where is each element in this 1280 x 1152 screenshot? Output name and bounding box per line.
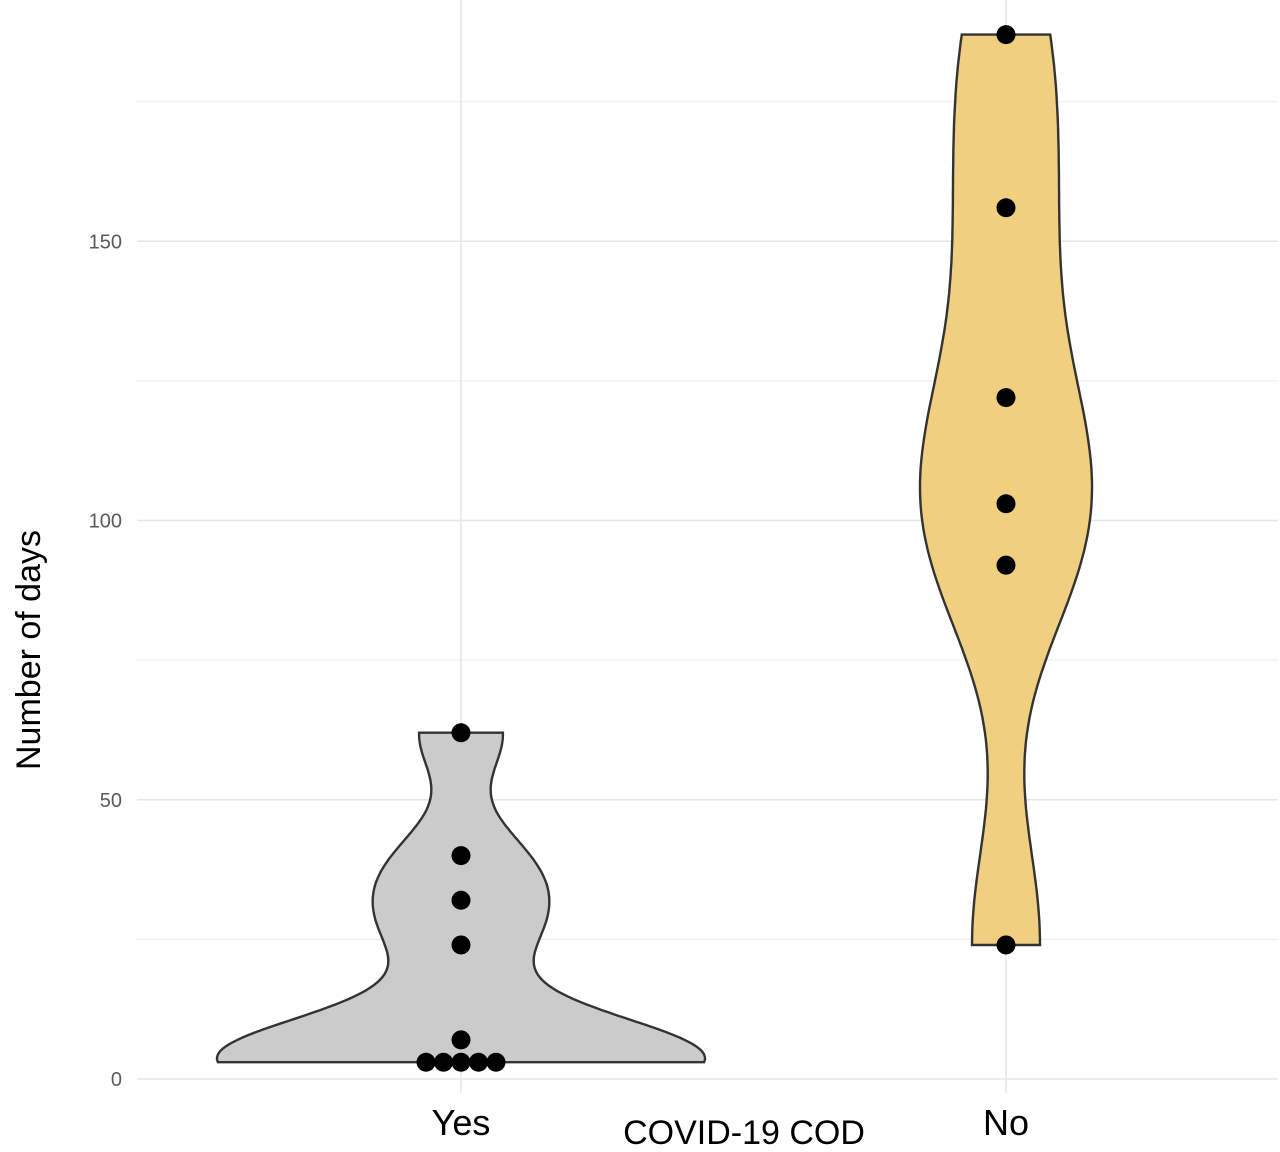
data-point: [451, 723, 471, 743]
data-point: [416, 1052, 436, 1072]
x-category-label: No: [983, 1102, 1029, 1143]
violins-layer: [215, 33, 1094, 1064]
data-point: [451, 846, 471, 866]
data-point: [451, 890, 471, 910]
y-tick-label: 150: [89, 231, 122, 253]
x-category-label: Yes: [432, 1102, 491, 1143]
data-point: [996, 494, 1016, 514]
y-tick-label: 50: [100, 790, 122, 812]
data-point: [451, 1052, 471, 1072]
y-tick-labels: 0 50 100 150: [89, 231, 122, 1091]
data-point: [469, 1052, 488, 1072]
data-point: [996, 935, 1016, 955]
data-point: [996, 555, 1016, 575]
data-point: [434, 1052, 453, 1072]
data-point: [451, 1030, 471, 1050]
data-point: [451, 935, 471, 955]
violin-no: [918, 33, 1094, 947]
grid-lines: [137, 0, 1278, 1093]
data-point: [996, 388, 1016, 408]
x-axis-title: COVID-19 COD: [623, 1114, 865, 1152]
x-category-labels: Yes No: [432, 1102, 1029, 1143]
y-axis-title: Number of days: [10, 530, 48, 770]
y-tick-label: 100: [89, 511, 122, 533]
y-tick-label: 0: [111, 1069, 122, 1091]
data-point: [486, 1052, 506, 1072]
data-point: [996, 25, 1016, 45]
data-point: [996, 198, 1016, 218]
points-layer: [416, 25, 1016, 1072]
